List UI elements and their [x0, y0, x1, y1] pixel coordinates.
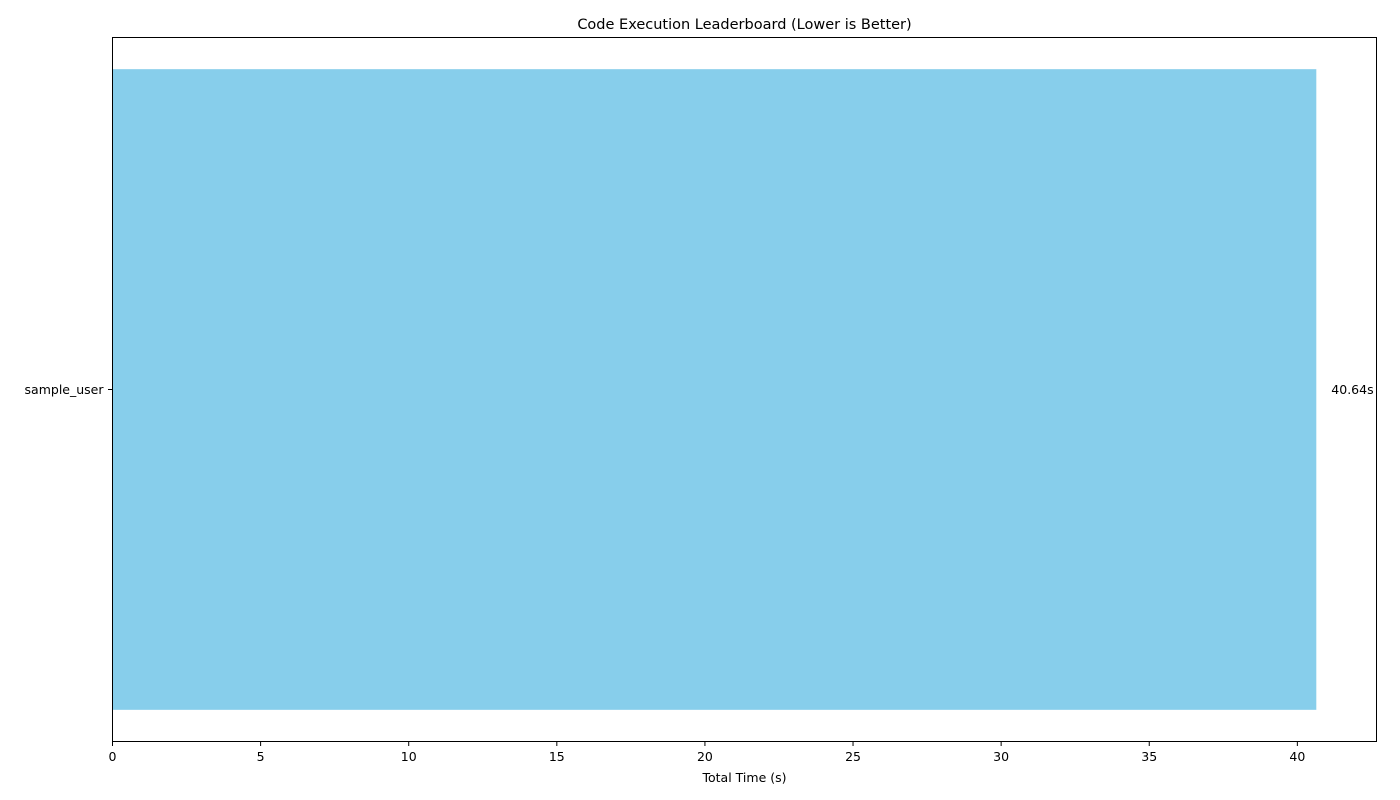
- y-tick-label: sample_user: [25, 382, 105, 397]
- y-axis-categories: sample_user: [25, 382, 113, 397]
- x-tick-label: 10: [401, 749, 417, 764]
- data-labels: 40.64s: [1331, 382, 1373, 397]
- x-tick-label: 20: [697, 749, 713, 764]
- x-tick-label: 35: [1141, 749, 1157, 764]
- x-tick-label: 40: [1289, 749, 1305, 764]
- x-tick-label: 5: [257, 749, 265, 764]
- x-tick-label: 30: [993, 749, 1009, 764]
- x-axis-ticks: 0 5 10 15 20 25 30 35 40: [109, 741, 1305, 764]
- x-tick-label: 25: [845, 749, 861, 764]
- x-tick-label: 0: [109, 749, 117, 764]
- bars-layer: [112, 69, 1317, 710]
- x-axis-label: Total Time (s): [702, 770, 787, 785]
- x-tick-label: 15: [549, 749, 565, 764]
- plot-area-frame: [112, 37, 1377, 742]
- chart-title: Code Execution Leaderboard (Lower is Bet…: [577, 17, 911, 33]
- data-label: 40.64s: [1331, 382, 1373, 397]
- bar-sample_user: [112, 69, 1317, 710]
